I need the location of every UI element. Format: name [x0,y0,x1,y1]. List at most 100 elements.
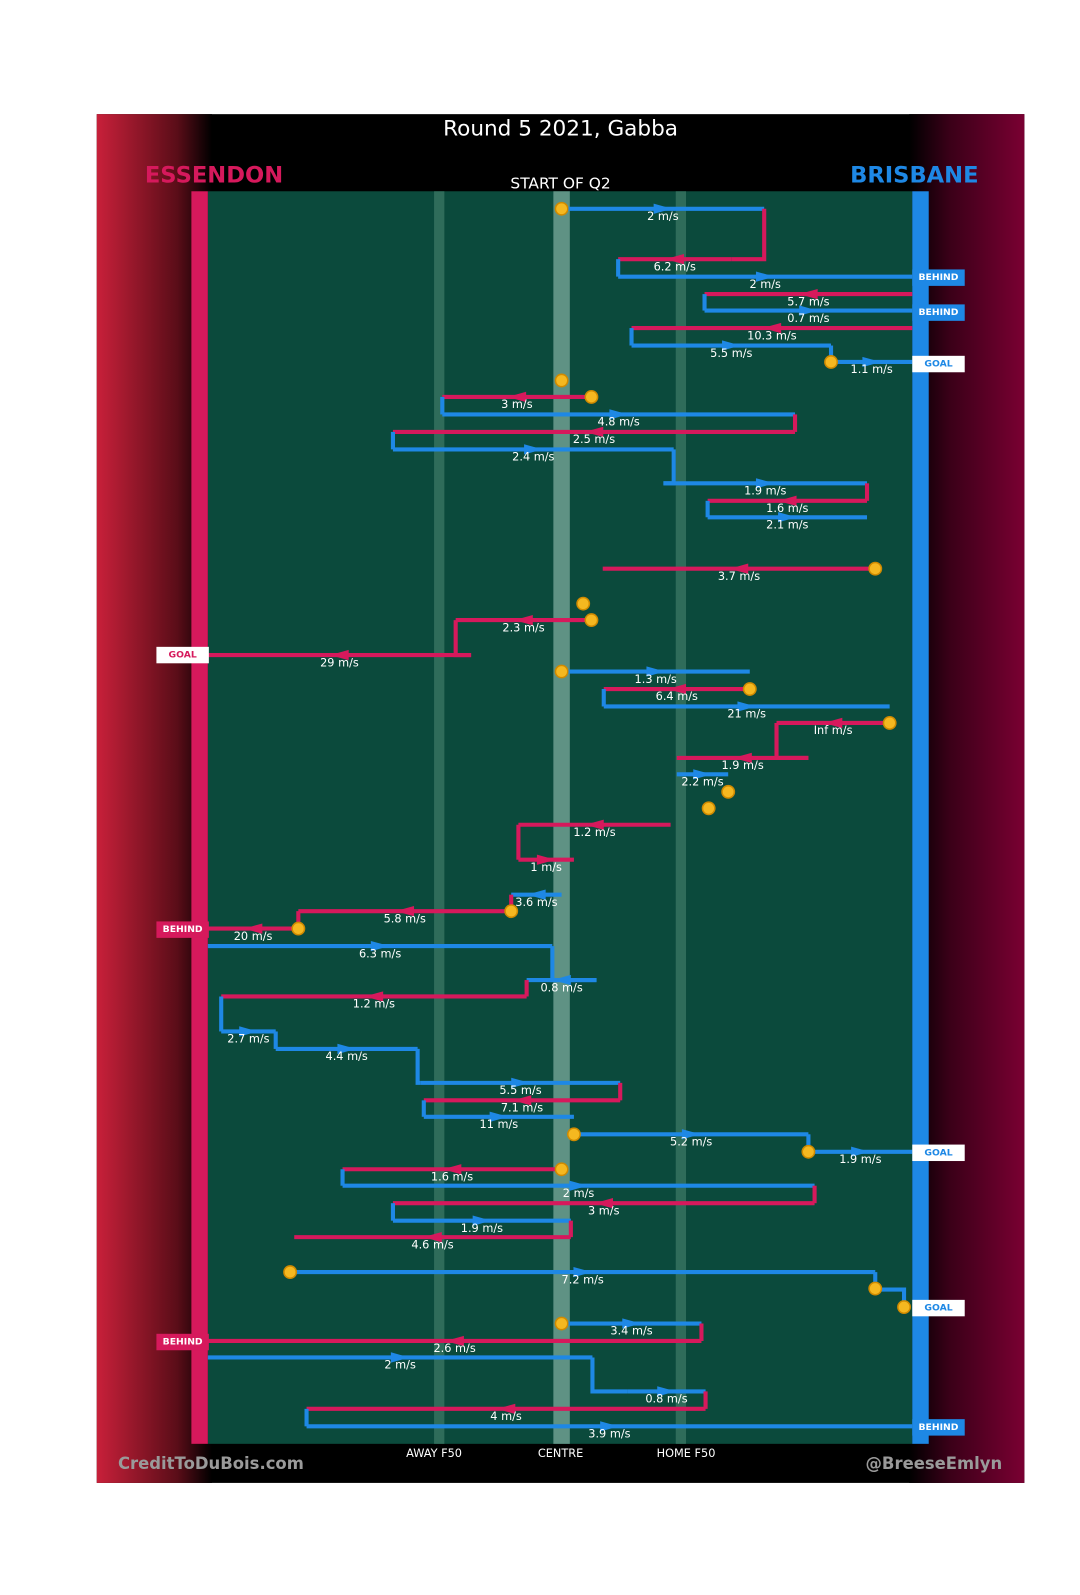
speed-label: 2 m/s [749,278,781,291]
speed-label: 2.7 m/s [227,1033,269,1046]
outcome-label: BEHIND [163,1337,203,1348]
outcome-label: BEHIND [163,924,203,935]
arrow [862,356,881,368]
speed-label: 5.2 m/s [670,1136,712,1149]
speed-label: 2 m/s [384,1359,416,1372]
outcome-box [912,1419,965,1436]
speed-label: 2.4 m/s [512,451,554,464]
stoppage-marker [824,355,838,369]
arrow [653,203,673,214]
zone-label: AWAY F50 [406,1447,462,1460]
outcome-label: GOAL [924,359,952,370]
speed-label: 5.7 m/s [787,295,829,308]
speed-label: 5.5 m/s [499,1084,541,1097]
speed-label: 29 m/s [320,656,359,669]
outcome-label: GOAL [169,650,197,661]
speed-label: 6.2 m/s [654,260,696,273]
arrow [337,1043,356,1055]
arrow [569,1180,588,1191]
period: START OF Q2 [510,175,610,193]
arrow [536,854,556,865]
speed-label: 6.3 m/s [359,947,401,960]
speed-label: 1.2 m/s [353,998,395,1011]
speed-label: 3 m/s [501,398,533,411]
speed-label: 2.3 m/s [502,621,544,634]
speed-label: 0.7 m/s [787,312,829,325]
arrow [243,923,263,934]
away-f50-line [434,191,445,1444]
speed-label: 1.6 m/s [766,502,808,515]
arrow [512,1095,532,1106]
speed-label: 5.8 m/s [384,912,426,925]
flow: 2 m/s 6.2 m/s 2 m/s 5.7 m/s 0.7 m/s 10.3 m/s 5… [156,201,965,1441]
arrow [489,1111,509,1122]
speed-label: 2.1 m/s [766,518,808,531]
speed-label: 0.8 m/s [540,981,582,994]
speed-label: 10.3 m/s [747,329,797,342]
arrow [524,444,543,455]
stoppage-marker [721,784,736,799]
arrow [733,752,752,764]
arrow [799,305,818,316]
stoppage-marker [801,1144,816,1159]
speed-label: 2 m/s [647,210,679,223]
arrow [657,1386,676,1397]
outcome-box [912,269,965,286]
speed-label: 1.6 m/s [431,1170,473,1183]
arrow [693,769,712,780]
arrow [600,1421,619,1432]
speed-label: 3.9 m/s [588,1428,630,1441]
speed-label: Inf m/s [814,724,853,737]
connector [415,1048,421,1085]
arrow [609,409,628,420]
essendon-bar [191,191,208,1444]
speed-label: 11 m/s [480,1118,519,1131]
stoppage-marker [554,1316,569,1331]
speed-label: 7.2 m/s [562,1273,604,1286]
arrow [472,1215,492,1226]
connector [590,1357,628,1394]
outcome-box [912,1144,965,1162]
speed-label: 20 m/s [234,930,273,943]
arrow [755,478,775,489]
outcome-label: BEHIND [919,272,959,283]
outcome-box [912,1299,965,1317]
home-f50-line [675,191,687,1444]
speed-label: 1.9 m/s [721,759,763,772]
arrow [778,512,797,523]
stoppage-marker [868,1281,883,1296]
arrow [722,340,741,351]
arrow [514,614,533,626]
credit-left: CreditToDuBois.com [118,1454,304,1473]
outcome-label: BEHIND [919,1422,959,1433]
speed-label: 1 m/s [530,861,562,874]
arrow [511,1077,530,1089]
outcome-box [156,921,209,938]
arrow [330,649,349,661]
speed-label: 5.5 m/s [710,347,752,360]
speed-label: 4.8 m/s [598,416,640,429]
arrow [667,683,687,695]
arrow [585,819,604,830]
outcome-label: GOAL [924,1147,952,1158]
arrow [552,974,571,986]
stoppage-marker [291,921,306,936]
speed-label: 1.9 m/s [461,1222,503,1235]
speed-label: 1.2 m/s [573,826,615,839]
team-left: ESSENDON [145,162,283,188]
arrow [665,254,684,265]
speed-label: 2.5 m/s [573,433,615,446]
arrow [239,1026,258,1037]
stoppage-marker [554,664,569,679]
outcome-box [912,355,965,373]
arrow [778,495,797,506]
outcome-box [912,304,965,321]
connector [873,1272,907,1308]
stoppage-marker [576,596,591,611]
arrow [395,905,415,917]
arrow [390,1352,410,1363]
stoppage-marker [701,801,716,816]
arrow [851,1146,870,1157]
speed-label: 1.1 m/s [851,363,893,376]
